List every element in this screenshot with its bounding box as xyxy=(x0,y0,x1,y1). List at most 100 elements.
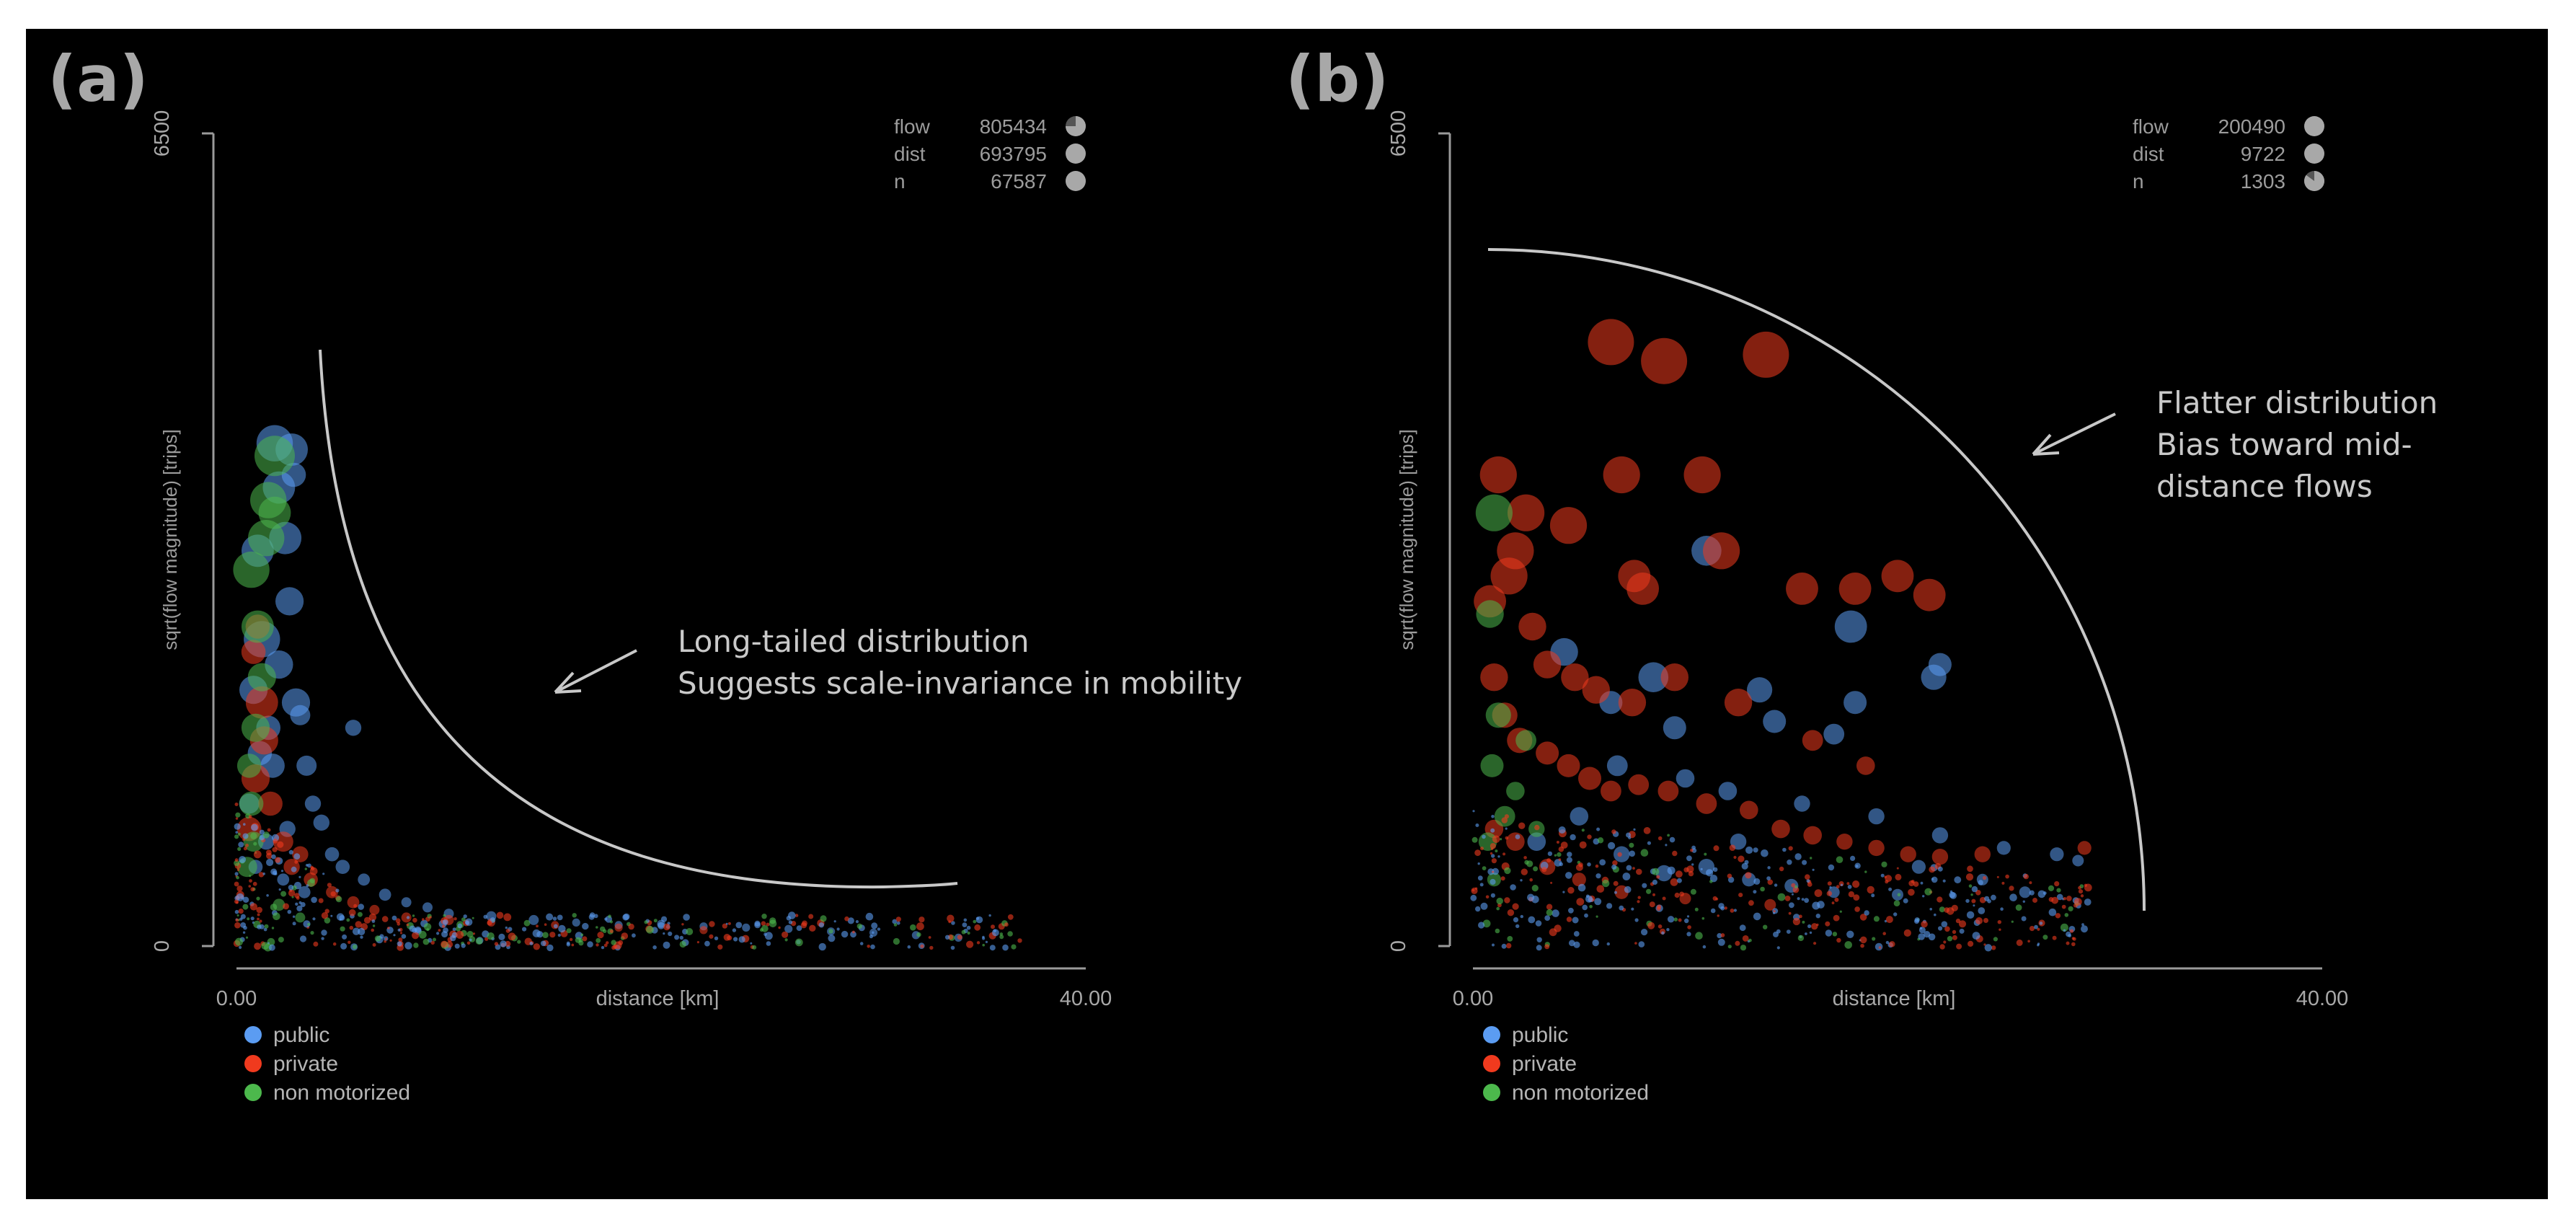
data-point-private xyxy=(348,909,356,916)
data-point-private xyxy=(582,936,588,942)
data-point-private xyxy=(1885,916,1893,924)
y-tick-label: 0 xyxy=(1387,940,1410,952)
data-point-non_motorized xyxy=(1690,888,1696,895)
data-point-private xyxy=(1582,676,1610,704)
data-point-private xyxy=(327,883,332,888)
data-point-public xyxy=(1745,846,1753,854)
data-point-private xyxy=(1652,893,1655,896)
data-point-public xyxy=(1619,905,1624,911)
data-point-private xyxy=(1561,663,1589,692)
data-point-private xyxy=(456,930,464,939)
data-point-non_motorized xyxy=(679,940,686,948)
data-point-non_motorized xyxy=(1476,600,1504,628)
data-point-private xyxy=(496,911,504,919)
data-point-public xyxy=(1941,921,1948,927)
stat-label: n xyxy=(894,170,906,193)
data-point-non_motorized xyxy=(2011,920,2014,923)
data-point-public xyxy=(850,931,857,938)
data-point-public xyxy=(1584,913,1588,918)
data-point-non_motorized xyxy=(304,867,307,870)
data-point-private xyxy=(1480,847,1484,851)
data-point-non_motorized xyxy=(235,937,243,946)
data-point-private xyxy=(503,913,512,922)
data-point-public xyxy=(1903,898,1908,904)
data-point-non_motorized xyxy=(1760,886,1765,892)
data-point-non_motorized xyxy=(2056,888,2061,893)
data-point-public xyxy=(652,945,657,950)
data-point-non_motorized xyxy=(1602,879,1610,888)
data-point-public xyxy=(262,873,266,875)
data-point-public xyxy=(944,935,950,940)
envelope-curve xyxy=(319,349,958,889)
data-point-private xyxy=(1550,881,1553,884)
data-point-public xyxy=(391,915,397,921)
data-point-private xyxy=(2078,889,2084,894)
data-point-private xyxy=(294,860,298,864)
data-point-private xyxy=(256,906,263,914)
data-point-public xyxy=(582,922,589,930)
stat-pie-icon xyxy=(1066,116,1086,136)
data-point-public xyxy=(1472,810,1475,813)
data-point-public xyxy=(1973,904,1975,907)
legend-label: non motorized xyxy=(273,1081,410,1105)
data-point-public xyxy=(1971,885,1978,893)
data-point-public xyxy=(1761,849,1769,857)
data-point-non_motorized xyxy=(1802,920,1805,924)
data-point-private xyxy=(1724,689,1753,717)
data-point-private xyxy=(1805,874,1810,880)
data-point-non_motorized xyxy=(1471,836,1478,843)
data-point-private xyxy=(236,868,240,871)
data-point-private xyxy=(1521,868,1528,875)
data-point-non_motorized xyxy=(1531,885,1539,892)
data-point-private xyxy=(1903,929,1911,937)
data-point-private xyxy=(1636,868,1642,875)
data-point-public xyxy=(2022,900,2025,904)
data-point-private xyxy=(1727,873,1732,879)
data-point-private xyxy=(1955,918,1961,924)
data-point-private xyxy=(2054,881,2060,887)
data-point-private xyxy=(1846,882,1850,885)
data-point-private xyxy=(2071,937,2075,940)
data-point-non_motorized xyxy=(653,919,658,923)
data-point-private xyxy=(928,936,931,939)
data-point-public xyxy=(1794,795,1810,812)
data-point-public xyxy=(1608,842,1616,849)
data-point-public xyxy=(1806,879,1810,883)
data-point-public xyxy=(1520,879,1523,882)
data-point-private xyxy=(349,925,354,930)
data-point-private xyxy=(1618,689,1647,717)
data-point-public xyxy=(298,885,311,898)
data-point-non_motorized xyxy=(1557,852,1562,857)
data-point-public xyxy=(1611,864,1617,870)
data-point-public xyxy=(234,909,239,914)
data-point-private xyxy=(1672,850,1678,857)
data-point-public xyxy=(1572,916,1579,924)
data-point-private xyxy=(283,903,289,910)
data-point-public xyxy=(1834,610,1867,643)
data-point-non_motorized xyxy=(310,931,314,935)
data-point-public xyxy=(1949,890,1953,893)
data-point-non_motorized xyxy=(242,904,249,910)
data-point-private xyxy=(1730,909,1735,913)
data-point-public xyxy=(1686,855,1692,862)
data-point-public xyxy=(1812,868,1815,871)
data-point-public xyxy=(865,912,874,921)
legend-marker-non_motorized xyxy=(244,1084,262,1101)
data-point-non_motorized xyxy=(270,904,278,911)
data-point-non_motorized xyxy=(243,831,264,852)
data-point-private xyxy=(238,909,244,914)
data-point-public xyxy=(250,916,254,921)
data-point-private xyxy=(1696,793,1717,814)
data-point-private xyxy=(1773,910,1776,913)
x-axis-label: distance [km] xyxy=(596,987,720,1010)
data-point-private xyxy=(321,912,329,919)
data-point-private xyxy=(536,924,539,928)
data-point-non_motorized xyxy=(1748,938,1752,942)
data-point-private xyxy=(2029,926,2035,932)
data-point-public xyxy=(1713,867,1718,873)
dense-point-band xyxy=(1470,810,2092,952)
data-point-public xyxy=(1840,883,1844,887)
data-point-public xyxy=(1475,823,1479,827)
data-point-private xyxy=(1479,456,1517,494)
data-point-private xyxy=(1660,663,1688,692)
